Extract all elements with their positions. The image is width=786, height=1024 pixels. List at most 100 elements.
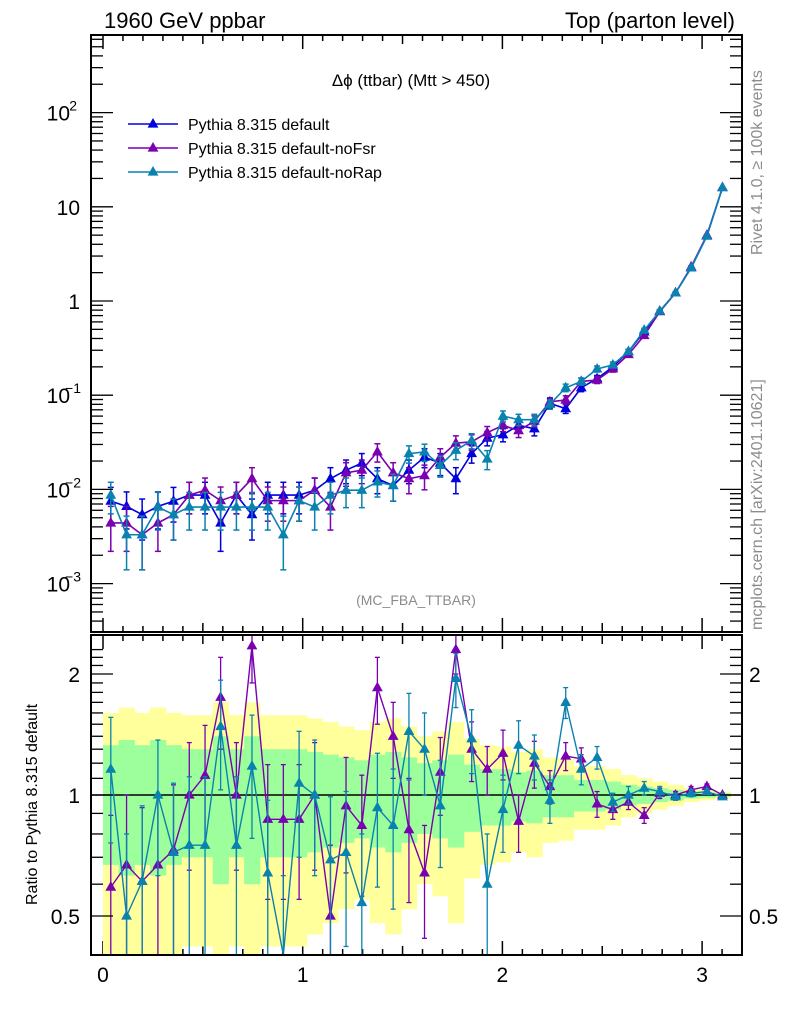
ratio-data-point	[560, 696, 572, 706]
legend-entry-label: Pythia 8.315 default-noFsr	[188, 141, 376, 158]
main-data-point	[591, 373, 603, 384]
ratio-y-tick-label-right: 0.5	[749, 906, 778, 929]
x-tick-label: 0	[97, 964, 109, 987]
ratio-data-point	[638, 809, 650, 819]
ratio-data-point	[466, 732, 478, 743]
legend-entry-label: Pythia 8.315 default	[188, 117, 330, 134]
ratio-data-point	[419, 866, 430, 877]
ratio-data-point	[560, 750, 572, 760]
main-data-point	[403, 472, 415, 483]
ratio-data-point	[387, 730, 399, 740]
header-right-title: Top (parton level)	[565, 8, 735, 33]
main-y-tick-label: 1	[68, 291, 80, 314]
ratio-series-line	[110, 645, 723, 917]
main-data-point	[419, 469, 430, 480]
main-data-point	[277, 494, 289, 505]
main-data-point	[607, 358, 619, 369]
x-tick-label: 1	[297, 964, 309, 987]
main-data-point	[434, 459, 446, 469]
ratio-data-point	[623, 789, 634, 799]
main-plot-frame	[90, 34, 743, 633]
ratio-data-point	[356, 819, 368, 830]
ratio-data-point	[513, 815, 524, 825]
main-y-tick-label-exponent: −1	[65, 380, 81, 396]
main-data-point	[371, 475, 383, 486]
main-data-point	[246, 472, 258, 483]
main-data-point	[638, 329, 650, 340]
ratio-data-point	[183, 839, 195, 849]
main-data-point	[560, 402, 572, 413]
main-data-point	[497, 410, 509, 420]
main-data-point	[215, 501, 227, 511]
ratio-plot-panel: 0.5 0.5 1 1 2 2 0 1 2 3 Ratio to Pythia 8.315 def…	[24, 634, 778, 987]
ratio-data-point	[152, 789, 164, 799]
ratio-data-point	[450, 672, 462, 683]
ratio-data-point	[199, 769, 211, 779]
ratio-data-point	[434, 799, 446, 810]
ratio-data-point	[544, 794, 556, 804]
ratio-data-point	[528, 750, 540, 760]
legend-marker	[147, 118, 159, 128]
main-data-point	[466, 434, 478, 445]
main-data-point	[560, 381, 572, 392]
main-data-point	[575, 381, 587, 392]
main-data-point	[497, 419, 509, 429]
ratio-data-point	[230, 839, 242, 849]
main-y-tick-label-exponent: −3	[65, 569, 81, 585]
ratio-data-point	[277, 813, 289, 823]
main-data-point	[293, 494, 305, 505]
main-series-line	[110, 187, 724, 537]
ratio-data-point	[105, 763, 117, 773]
main-data-point	[450, 472, 462, 483]
mcplots-credit-label: mcplots.cern.ch [arXiv:2401.10621]	[749, 379, 766, 630]
main-data-point	[230, 501, 242, 511]
main-data-point	[513, 413, 524, 424]
ratio-data-point	[105, 881, 117, 891]
ratio-data-point	[325, 853, 336, 864]
ratio-band-1sigma	[134, 745, 151, 865]
x-tick-label: 3	[696, 964, 708, 987]
main-series-0	[105, 181, 728, 553]
ratio-y-tick-label: 0.5	[51, 906, 80, 929]
ratio-data-point	[403, 823, 415, 834]
analysis-label: (MC_FBA_TTBAR)	[356, 592, 476, 608]
ratio-data-point	[199, 839, 211, 849]
ratio-series-line	[110, 678, 723, 956]
ratio-data-point	[356, 896, 368, 907]
ratio-data-point	[215, 720, 227, 731]
main-data-point	[544, 398, 556, 408]
legend-marker	[147, 166, 159, 176]
main-data-point	[371, 445, 383, 456]
ratio-data-point	[309, 789, 321, 799]
main-data-point	[528, 413, 540, 424]
ratio-data-point	[497, 803, 509, 814]
main-y-tick-label-exponent: 2	[69, 98, 77, 114]
header-left-title: 1960 GeV ppbar	[104, 8, 265, 33]
ratio-data-point	[670, 790, 681, 801]
ratio-data-point	[701, 785, 713, 796]
main-data-point	[701, 229, 713, 240]
main-data-point	[560, 393, 572, 404]
main-data-point	[152, 501, 164, 511]
ratio-data-point	[450, 643, 462, 654]
main-data-point	[670, 286, 681, 297]
ratio-data-point	[262, 866, 274, 877]
main-data-point	[246, 501, 258, 511]
main-y-tick-label: 10	[47, 385, 70, 408]
main-y-tick-label: 10	[57, 197, 80, 220]
main-data-point	[325, 489, 336, 499]
legend-marker	[147, 142, 159, 152]
ratio-data-point	[168, 846, 179, 856]
ratio-band-1sigma	[416, 763, 433, 834]
main-data-point	[685, 261, 697, 272]
main-y-tick-label: 10	[47, 574, 70, 597]
main-data-point	[466, 447, 478, 458]
ratio-data-point	[419, 743, 430, 753]
ratio-data-point	[701, 780, 713, 791]
ratio-data-point	[387, 819, 399, 830]
main-data-point	[575, 375, 587, 386]
ratio-data-point	[575, 763, 587, 773]
main-data-point	[340, 466, 352, 477]
main-data-point	[309, 484, 321, 494]
ratio-data-point	[481, 878, 493, 888]
